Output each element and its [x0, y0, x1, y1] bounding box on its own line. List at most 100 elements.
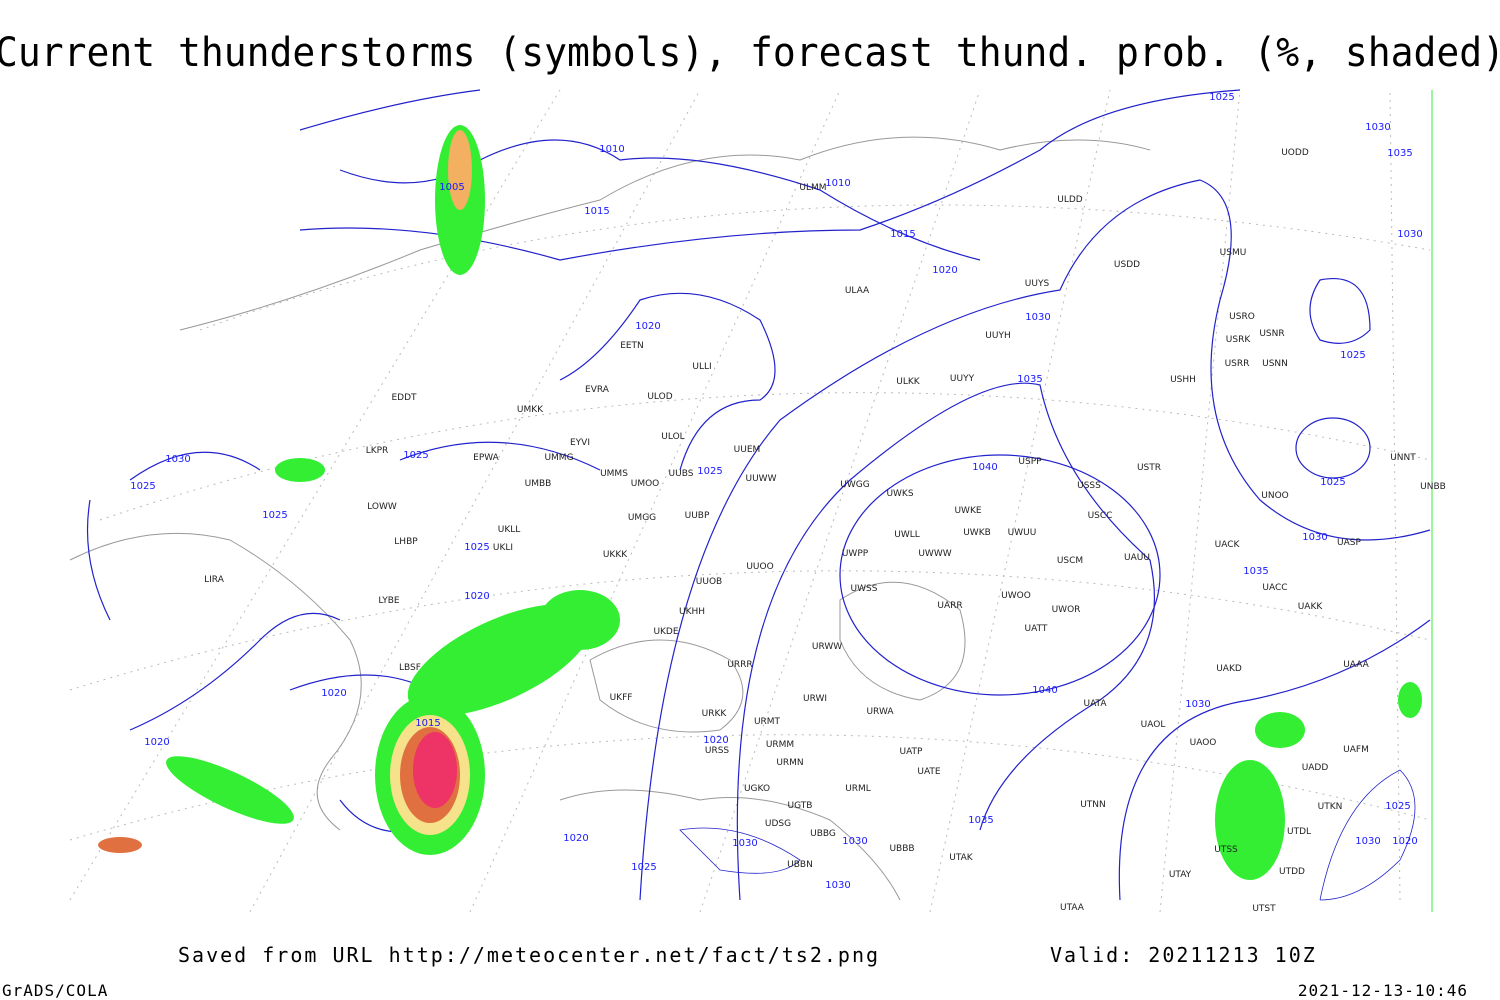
valid-time: Valid: 20211213 10Z	[1050, 943, 1317, 967]
isobar-label: 1010	[599, 144, 624, 155]
station-code: UWOO	[1001, 591, 1031, 601]
station-code: UKLL	[498, 525, 521, 535]
station-code: UNBB	[1420, 482, 1446, 492]
station-code: URMN	[776, 758, 803, 768]
isobar-label: 1030	[1355, 836, 1380, 847]
station-code: USCC	[1088, 511, 1113, 521]
station-code: UMMG	[544, 453, 573, 463]
station-code: ULMM	[799, 183, 826, 193]
station-code: URML	[845, 784, 871, 794]
station-code: UODD	[1281, 148, 1309, 158]
station-code: UMKK	[517, 405, 544, 415]
station-code: USMU	[1220, 248, 1247, 258]
station-code: UMGG	[628, 513, 656, 523]
station-code: UWLL	[894, 530, 920, 540]
station-code: UAKK	[1298, 602, 1324, 612]
station-code: UMBB	[525, 479, 552, 489]
title: Current thunderstorms (symbols), forecas…	[0, 30, 1500, 76]
station-code: UAUU	[1124, 553, 1150, 563]
isobar-label: 1030	[1397, 229, 1422, 240]
station-code: ULLI	[692, 362, 711, 372]
isobar-label: 1025	[403, 450, 428, 461]
station-code: UDSG	[765, 819, 791, 829]
isobar-label: 1020	[1392, 836, 1417, 847]
station-code: UMOO	[631, 479, 660, 489]
map-layer	[69, 89, 1433, 913]
station-code: UWKS	[886, 489, 913, 499]
probability-shading	[98, 125, 1422, 880]
station-code: USCM	[1057, 556, 1083, 566]
isobar-label: 1030	[732, 838, 757, 849]
isobar-label: 1020	[563, 833, 588, 844]
station-code: USNR	[1259, 329, 1284, 339]
station-code: UUBP	[685, 511, 710, 521]
station-code: USPP	[1018, 457, 1042, 467]
station-code: URWA	[866, 707, 894, 717]
station-code: UATE	[917, 767, 941, 777]
isobar-label: 1030	[1185, 699, 1210, 710]
timestamp: 2021-12-13-10:46	[1298, 981, 1468, 1000]
station-code: UATT	[1025, 624, 1048, 634]
station-code: UADD	[1302, 763, 1329, 773]
station-code: UUOO	[746, 562, 773, 572]
station-code: LHBP	[394, 537, 418, 547]
station-code: UUBS	[669, 469, 694, 479]
station-code: EDDT	[391, 393, 417, 403]
station-code: UTAY	[1169, 870, 1192, 880]
station-code: UTDL	[1287, 827, 1311, 837]
station-code: URRR	[727, 660, 752, 670]
station-code: ULOD	[647, 392, 672, 402]
station-code: USRK	[1226, 335, 1252, 345]
station-code: ULKK	[896, 377, 921, 387]
station-code: USRR	[1225, 359, 1250, 369]
station-code: UTSS	[1214, 845, 1238, 855]
software: GrADS/COLA	[2, 981, 108, 1000]
isobar-label: 1020	[321, 688, 346, 699]
station-code: UTDD	[1279, 867, 1305, 877]
station-code: EVRA	[585, 385, 610, 395]
station-code: UTNN	[1080, 800, 1106, 810]
isobar-label: 1035	[968, 815, 993, 826]
station-code: UWOR	[1052, 605, 1081, 615]
isobar-label: 1025	[1340, 350, 1365, 361]
station-code: UWKB	[963, 528, 991, 538]
station-code: UWUU	[1008, 528, 1037, 538]
station-code: UTST	[1252, 904, 1276, 914]
isobar-label: 1030	[1365, 122, 1390, 133]
station-code: UWWW	[918, 549, 951, 559]
isobar-label: 1015	[584, 206, 609, 217]
station-code: UKKK	[603, 550, 628, 560]
station-code: UUYY	[950, 374, 975, 384]
isobar-label: 1025	[1209, 92, 1234, 103]
isobar-label: 1010	[825, 178, 850, 189]
station-code: UGKO	[744, 784, 770, 794]
station-code: UARR	[937, 601, 962, 611]
isobar-label: 1025	[1320, 477, 1345, 488]
isobar-label: 1025	[697, 466, 722, 477]
station-code: UAAA	[1343, 660, 1369, 670]
station-code: USNN	[1262, 359, 1288, 369]
isobar-label: 1005	[439, 182, 464, 193]
station-code: LOWW	[367, 502, 397, 512]
station-code: USHH	[1170, 375, 1196, 385]
station-code: URMM	[766, 740, 794, 750]
station-code: URWW	[812, 642, 842, 652]
isobar-label: 1030	[1302, 532, 1327, 543]
isobar-label: 1020	[932, 265, 957, 276]
isobar-label: 1025	[130, 481, 155, 492]
station-code: UTAK	[949, 853, 974, 863]
station-code: UWSS	[851, 584, 878, 594]
station-code: URKK	[702, 709, 728, 719]
station-code: LKPR	[366, 446, 389, 456]
isobar-label: 1020	[635, 321, 660, 332]
isobar-label: 1035	[1387, 148, 1412, 159]
station-code: UTKN	[1318, 802, 1343, 812]
isobar-label: 1040	[1032, 685, 1057, 696]
station-code: USDD	[1114, 260, 1140, 270]
station-code: USRO	[1229, 312, 1255, 322]
station-code: UWPP	[842, 549, 869, 559]
station-code: USSS	[1077, 481, 1101, 491]
isobar-label: 1025	[631, 862, 656, 873]
station-code: UAKD	[1216, 664, 1242, 674]
